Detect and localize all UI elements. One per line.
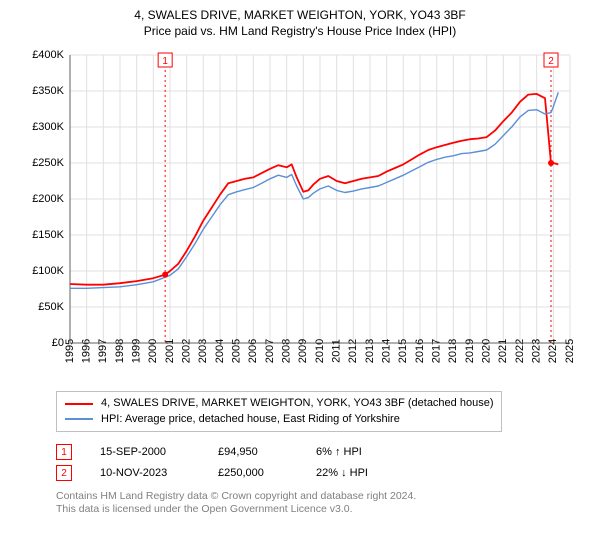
x-axis-tick-label: 1999 xyxy=(131,339,143,363)
x-axis-tick-label: 2009 xyxy=(297,339,309,363)
y-axis-tick-label: £250K xyxy=(32,157,64,169)
x-axis-tick-label: 2019 xyxy=(464,339,476,363)
x-axis-tick-label: 2015 xyxy=(397,339,409,363)
x-axis-tick-label: 2014 xyxy=(381,339,393,363)
chart-svg: £0 £50K £100K £150K £200K £250K £300K £350K £400… xyxy=(20,45,580,385)
y-axis-tick-label: £0 xyxy=(52,337,64,349)
sale-row: 2 10-NOV-2023 £250,000 22% ↓ HPI xyxy=(56,463,580,484)
x-axis-tick-label: 2024 xyxy=(547,339,559,363)
x-axis-tick-label: 2008 xyxy=(281,339,293,363)
marker-flag: 2 xyxy=(548,56,554,67)
page-title: 4, SWALES DRIVE, MARKET WEIGHTON, YORK, … xyxy=(20,8,580,24)
x-axis-tick-label: 1996 xyxy=(81,339,93,363)
attribution-line: Contains HM Land Registry data © Crown c… xyxy=(56,490,580,503)
y-axis-tick-label: £200K xyxy=(32,193,64,205)
x-axis-tick-label: 2013 xyxy=(364,339,376,363)
legend-label: HPI: Average price, detached house, East… xyxy=(101,412,400,427)
x-axis-tick-label: 2003 xyxy=(197,339,209,363)
x-axis-tick-label: 2007 xyxy=(264,339,276,363)
x-axis-tick-label: 2017 xyxy=(431,339,443,363)
sales-table: 1 15-SEP-2000 £94,950 6% ↑ HPI 2 10-NOV-2023 £… xyxy=(56,442,580,484)
legend: 4, SWALES DRIVE, MARKET WEIGHTON, YORK, … xyxy=(56,391,502,432)
x-axis-tick-label: 2001 xyxy=(164,339,176,363)
x-axis-tick-label: 2006 xyxy=(247,339,259,363)
sale-marker-box: 2 xyxy=(56,465,72,481)
x-axis-tick-label: 2005 xyxy=(231,339,243,363)
x-axis-tick-label: 2023 xyxy=(531,339,543,363)
x-axis-tick-label: 1997 xyxy=(97,339,109,363)
x-axis-tick-label: 2022 xyxy=(514,339,526,363)
attribution-line: This data is licensed under the Open Gov… xyxy=(56,503,580,516)
sale-marker-box: 1 xyxy=(56,444,72,460)
page-subtitle: Price paid vs. HM Land Registry's House … xyxy=(20,24,580,40)
legend-item: 4, SWALES DRIVE, MARKET WEIGHTON, YORK, … xyxy=(65,396,493,411)
legend-label: 4, SWALES DRIVE, MARKET WEIGHTON, YORK, … xyxy=(101,396,493,411)
sale-date: 15-SEP-2000 xyxy=(100,442,190,463)
x-axis-tick-label: 2018 xyxy=(447,339,459,363)
sale-vs-hpi: 6% ↑ HPI xyxy=(316,442,396,463)
sale-date: 10-NOV-2023 xyxy=(100,463,190,484)
legend-item: HPI: Average price, detached house, East… xyxy=(65,412,493,427)
x-axis-tick-label: 2010 xyxy=(314,339,326,363)
y-axis-tick-label: £150K xyxy=(32,229,64,241)
y-axis-tick-label: £50K xyxy=(38,301,64,313)
sale-price: £94,950 xyxy=(218,442,288,463)
x-axis-tick-label: 2016 xyxy=(414,339,426,363)
x-axis-tick-label: 2002 xyxy=(181,339,193,363)
y-axis-tick-label: £100K xyxy=(32,265,64,277)
sale-price: £250,000 xyxy=(218,463,288,484)
y-axis-tick-label: £300K xyxy=(32,121,64,133)
legend-swatch xyxy=(65,418,93,420)
marker-flag: 1 xyxy=(162,56,168,67)
y-axis-tick-label: £400K xyxy=(32,49,64,61)
attribution: Contains HM Land Registry data © Crown c… xyxy=(56,490,580,516)
legend-swatch xyxy=(65,403,93,405)
sale-row: 1 15-SEP-2000 £94,950 6% ↑ HPI xyxy=(56,442,580,463)
x-axis-tick-label: 2012 xyxy=(347,339,359,363)
sale-vs-hpi: 22% ↓ HPI xyxy=(316,463,396,484)
x-axis-tick-label: 2020 xyxy=(481,339,493,363)
y-axis-tick-label: £350K xyxy=(32,85,64,97)
price-chart: £0 £50K £100K £150K £200K £250K £300K £350K £400… xyxy=(20,45,580,385)
x-axis-tick-label: 2021 xyxy=(497,339,509,363)
x-axis-tick-label: 1998 xyxy=(114,339,126,363)
x-axis-tick-label: 2000 xyxy=(147,339,159,363)
x-axis-tick-label: 2025 xyxy=(564,339,576,363)
x-axis-tick-label: 2004 xyxy=(214,339,226,363)
